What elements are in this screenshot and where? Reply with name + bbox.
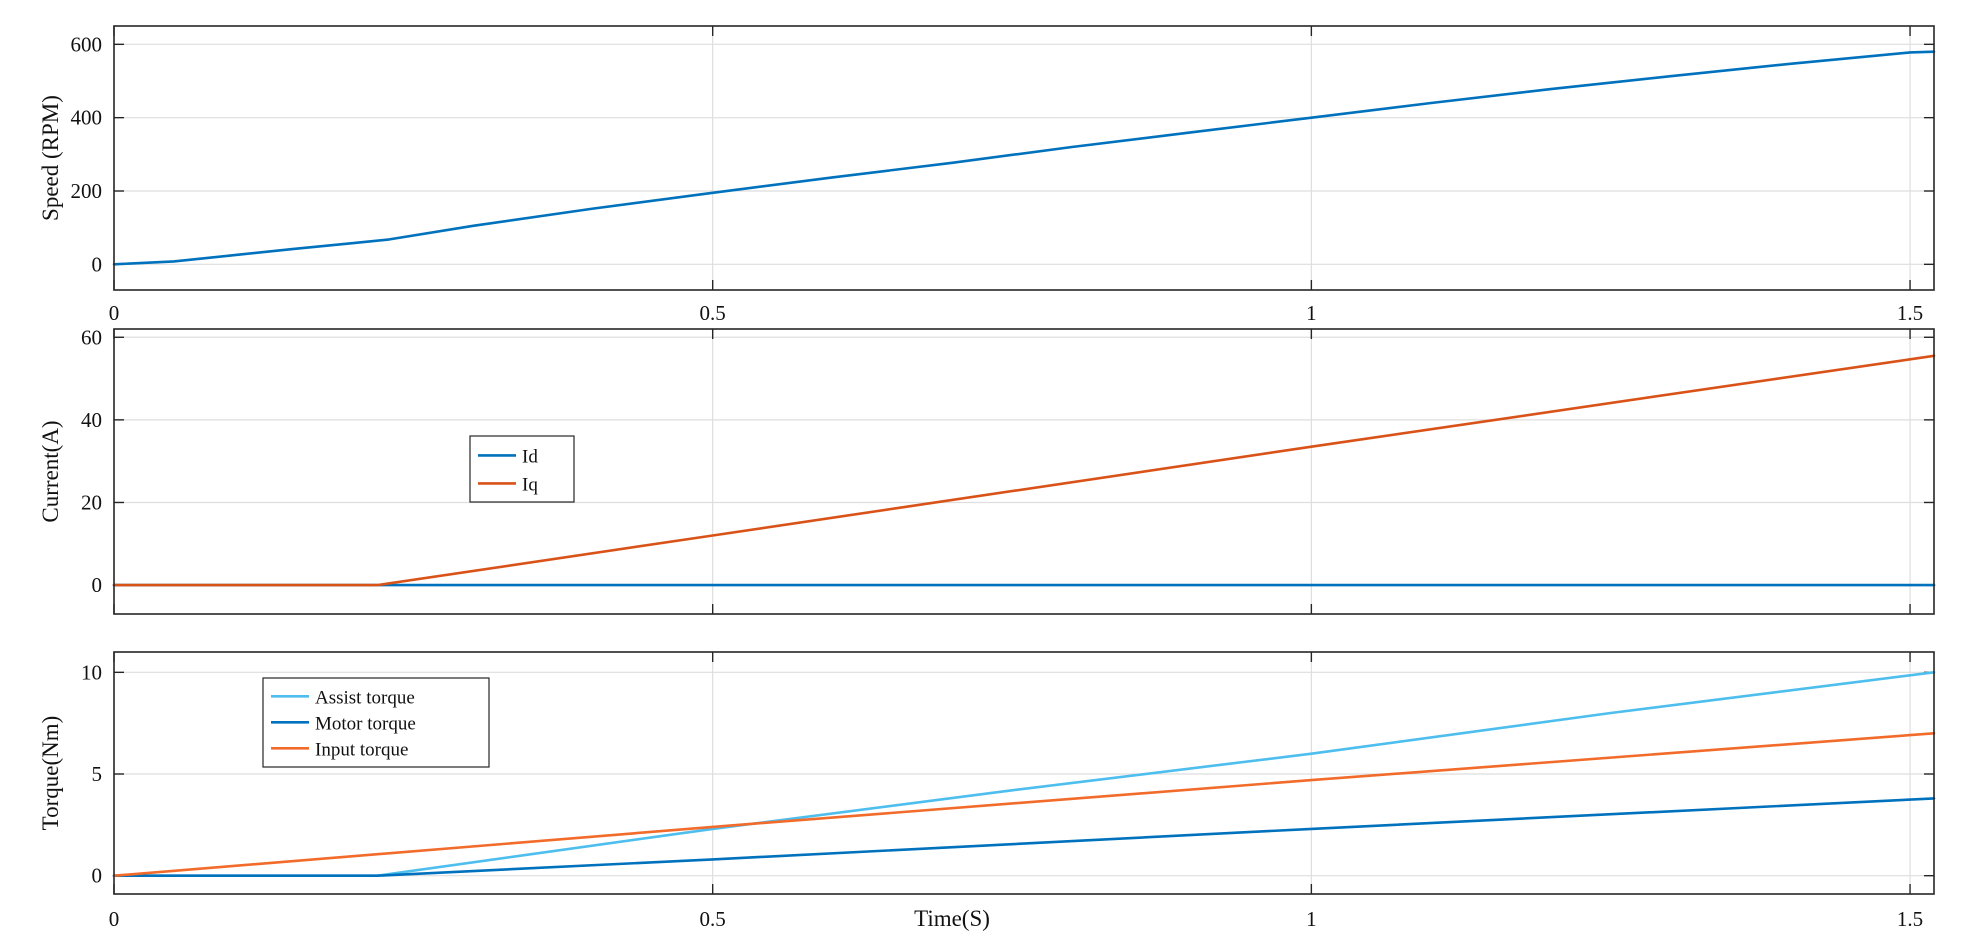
y-tick-label: 40 bbox=[81, 408, 102, 432]
x-tick-label: 0 bbox=[109, 907, 120, 931]
y-tick-label: 10 bbox=[81, 660, 102, 684]
legend-label: Assist torque bbox=[315, 687, 415, 708]
legend-label: Motor torque bbox=[315, 713, 416, 734]
x-axis-label: Time(S) bbox=[914, 906, 990, 931]
legend: Id Iq bbox=[469, 435, 575, 503]
axes-box bbox=[113, 328, 1935, 615]
panel-1: 0 200 400 600 0 0.5 1 1.5 Speed (RPM) bbox=[38, 25, 1936, 325]
x-tick-label: 1.5 bbox=[1897, 301, 1923, 325]
y-tick-label: 200 bbox=[71, 179, 103, 203]
plot-area bbox=[114, 329, 1934, 614]
y-tick-label: 600 bbox=[71, 32, 103, 56]
series-line-iq bbox=[112, 354, 1936, 587]
legend-label: Id bbox=[522, 446, 538, 467]
y-axis-label: Torque(Nm) bbox=[38, 716, 63, 831]
panel-2: 0 20 40 60 Current(A) Id Iq bbox=[38, 325, 1936, 615]
y-tick-label: 0 bbox=[92, 864, 103, 888]
x-tick-label: 1.5 bbox=[1897, 907, 1923, 931]
y-tick-label: 0 bbox=[92, 573, 103, 597]
legend-box bbox=[469, 435, 575, 503]
y-axis-label: Speed (RPM) bbox=[38, 95, 63, 221]
panel-3: 0 5 10 0 0.5 1 1.5 Torque(Nm) Time(S) Assist torq… bbox=[38, 651, 1936, 931]
y-tick-label: 0 bbox=[92, 252, 103, 276]
y-tick-label: 20 bbox=[81, 490, 102, 514]
legend-label: Input torque bbox=[315, 739, 408, 760]
x-tick-label: 1 bbox=[1306, 301, 1317, 325]
x-tick-label: 0.5 bbox=[700, 301, 726, 325]
y-tick-label: 400 bbox=[71, 106, 103, 130]
series-line-input-torque bbox=[112, 731, 1936, 878]
x-tick-label: 0 bbox=[109, 301, 120, 325]
series-line-motor-torque bbox=[112, 797, 1936, 878]
legend-label: Iq bbox=[522, 474, 538, 495]
y-axis-label: Current(A) bbox=[38, 420, 63, 522]
plot-area bbox=[114, 26, 1934, 290]
axes-box bbox=[113, 651, 1935, 895]
legend: Assist torque Motor torque Input torque bbox=[262, 677, 490, 768]
axes-box bbox=[113, 25, 1935, 291]
x-tick-label: 0.5 bbox=[700, 907, 726, 931]
x-tick-label: 1 bbox=[1306, 907, 1317, 931]
y-tick-label: 60 bbox=[81, 325, 102, 349]
series-line-1 bbox=[112, 50, 1936, 266]
y-tick-label: 5 bbox=[92, 762, 103, 786]
